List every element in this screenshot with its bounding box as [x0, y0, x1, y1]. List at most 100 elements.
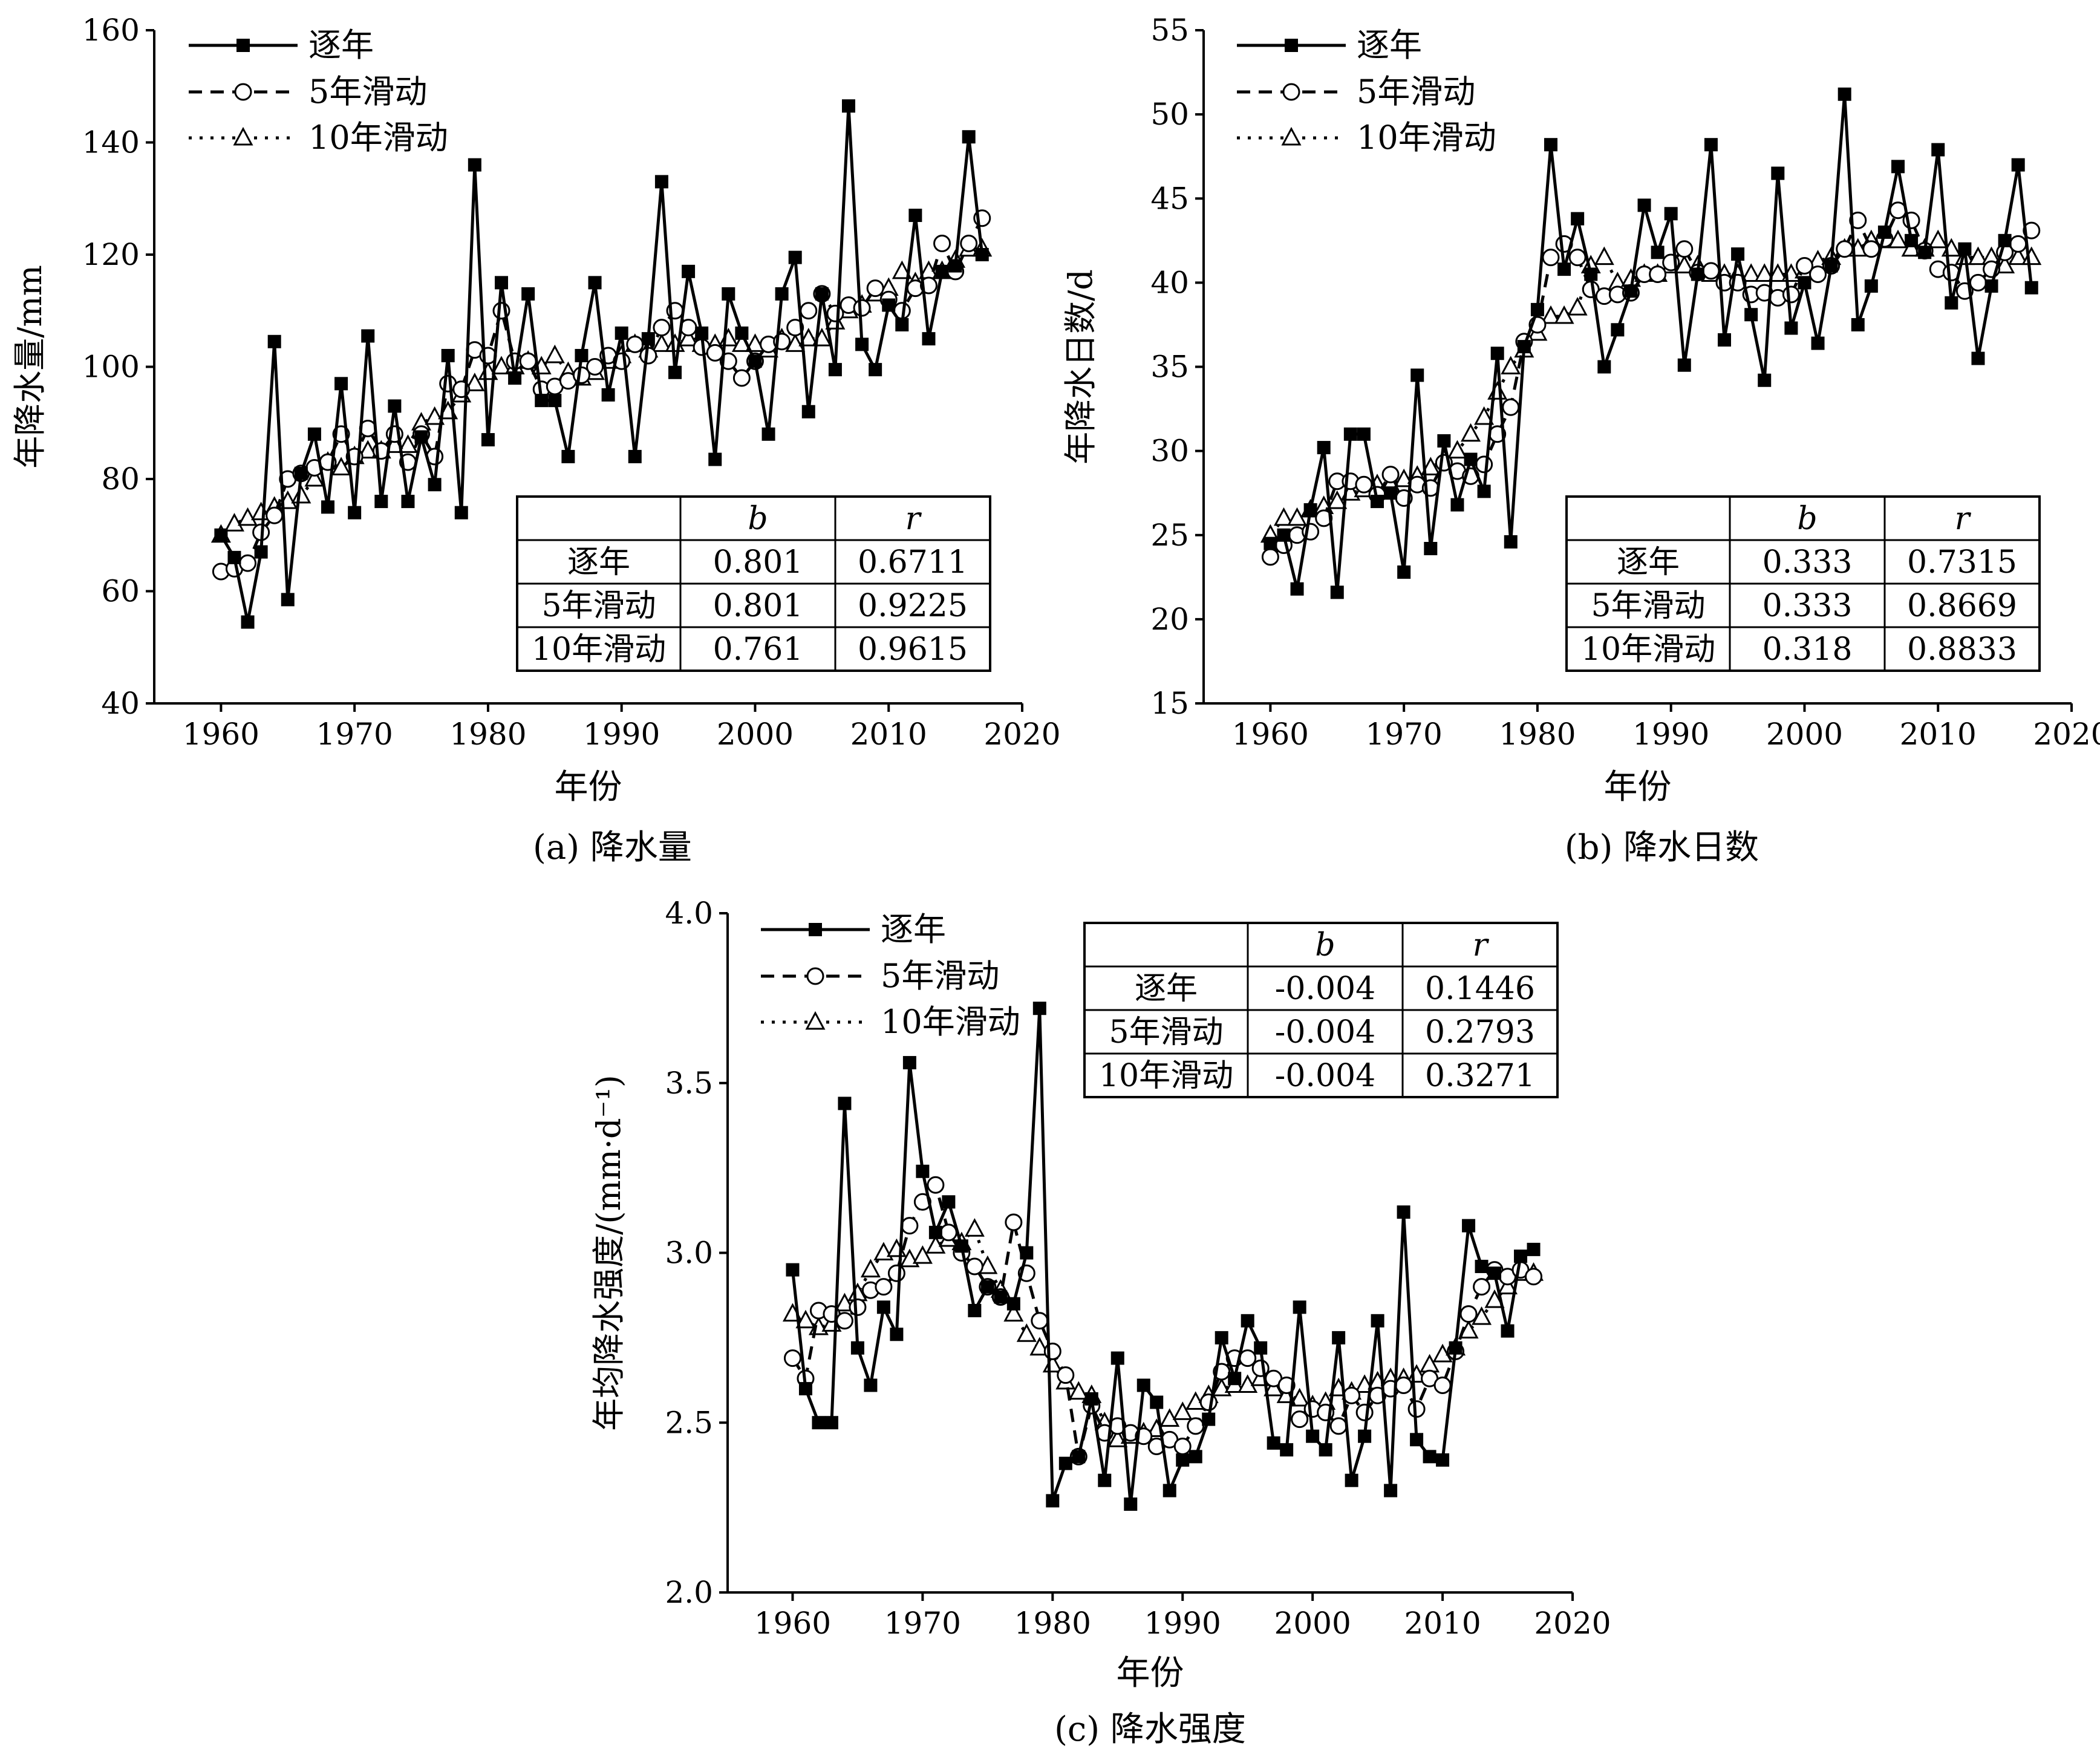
x-tick-label: 2020 — [2033, 717, 2100, 752]
data-point — [1782, 285, 1800, 304]
data-point — [468, 158, 481, 172]
y-tick-label: 2.0 — [665, 1575, 713, 1610]
data-point — [1838, 87, 1851, 101]
data-point — [1264, 1377, 1284, 1396]
data-point — [1674, 255, 1695, 274]
data-point — [1864, 279, 1878, 293]
data-point — [397, 434, 418, 453]
legend-marker — [1285, 39, 1298, 52]
data-point — [834, 1292, 855, 1312]
data-point — [1767, 263, 1788, 282]
data-point — [1397, 1205, 1410, 1219]
data-point — [2009, 235, 2027, 253]
data-point — [454, 506, 468, 520]
table-cell: 0.318 — [1762, 631, 1853, 668]
panel-c: 1960 1970 1980 1990 2000 2010 2020 2.0 2.5 3.0 3.5… — [590, 896, 1611, 1749]
data-point — [575, 348, 589, 362]
data-point — [824, 1416, 838, 1430]
data-point — [1637, 198, 1651, 212]
data-point — [1464, 452, 1478, 466]
data-point — [401, 495, 415, 509]
data-point — [348, 506, 362, 520]
data-point — [732, 369, 751, 387]
data-point — [912, 1245, 933, 1264]
data-point — [1784, 321, 1798, 335]
x-tick-label: 2020 — [1534, 1606, 1611, 1641]
data-point — [441, 348, 455, 362]
x-tick-label: 1990 — [1144, 1606, 1221, 1641]
data-point — [548, 394, 562, 408]
data-point — [1901, 238, 1922, 257]
data-point — [1381, 466, 1400, 484]
data-point — [1718, 333, 1731, 347]
series-line — [220, 106, 984, 623]
data-point — [1905, 233, 1919, 247]
legend-item: 10年滑动 — [1237, 119, 1496, 157]
data-point — [1084, 1392, 1098, 1406]
data-point — [815, 287, 829, 301]
data-point — [1501, 1324, 1515, 1338]
series-annual — [786, 1002, 1541, 1511]
data-point — [1891, 160, 1905, 174]
data-point — [1447, 440, 1467, 459]
data-point — [1290, 1387, 1310, 1407]
data-point — [1228, 1372, 1242, 1386]
data-point — [357, 440, 378, 459]
legend-item: 10年滑动 — [189, 119, 448, 157]
data-point — [1571, 212, 1585, 226]
data-point — [626, 335, 644, 353]
data-point — [785, 333, 806, 352]
data-point — [786, 319, 804, 337]
table-cell: 5年滑动 — [541, 588, 656, 624]
regression-table: b r 逐年 -0.004 0.1446 5年滑动 -0.004 0.2793 10年滑动 -0.… — [1083, 922, 1559, 1098]
data-point — [1355, 1403, 1374, 1421]
data-point — [1277, 1376, 1296, 1394]
data-point — [1450, 498, 1464, 512]
legend-label: 10年滑动 — [881, 1003, 1020, 1041]
data-point — [294, 466, 308, 480]
regression-table: b r 逐年 0.333 0.7315 5年滑动 0.333 0.8669 10年滑动 0.318… — [1565, 495, 2041, 672]
data-point — [1319, 1443, 1332, 1457]
data-point — [428, 478, 442, 492]
data-point — [1918, 246, 1932, 259]
data-point — [895, 318, 909, 331]
y-tick-label: 40 — [1150, 265, 1189, 300]
data-point — [1005, 1213, 1023, 1231]
table-cell: 0.7315 — [1907, 544, 2017, 581]
data-point — [425, 406, 445, 425]
table-cell: 0.761 — [713, 631, 803, 668]
data-point — [495, 276, 508, 290]
data-point — [860, 1259, 881, 1278]
data-point — [1436, 1453, 1450, 1467]
data-point — [1437, 434, 1451, 448]
data-point — [1189, 1450, 1202, 1464]
table-cell: 0.9225 — [858, 588, 968, 624]
data-point — [1594, 246, 1614, 266]
legend-marker — [233, 126, 253, 146]
data-point — [1928, 229, 1948, 249]
data-point — [1475, 455, 1493, 474]
data-point — [1068, 1381, 1089, 1400]
y-axis-label: 年均降水强度/(mm·d⁻¹) — [590, 1075, 628, 1431]
data-point — [1754, 263, 1775, 282]
data-point — [927, 1176, 945, 1194]
y-tick-label: 4.0 — [665, 896, 713, 931]
table-cell: 0.801 — [713, 544, 803, 581]
data-point — [695, 326, 709, 340]
data-point — [1277, 528, 1291, 542]
data-point — [1003, 1303, 1024, 1322]
data-point — [1384, 1484, 1398, 1497]
data-point — [916, 1164, 930, 1178]
data-point — [869, 363, 882, 377]
legend-item: 5年滑动 — [189, 73, 427, 111]
data-point — [866, 279, 884, 298]
x-tick-label: 2020 — [983, 717, 1060, 752]
legend-marker — [1281, 126, 1302, 146]
data-point — [1187, 1417, 1205, 1435]
data-point — [1032, 1002, 1046, 1015]
table-cell: 0.3271 — [1425, 1058, 1535, 1094]
table-cell: 10年滑动 — [1099, 1058, 1233, 1094]
data-point — [1862, 240, 1880, 258]
y-tick-label: 60 — [101, 574, 140, 609]
data-point — [1424, 542, 1438, 556]
